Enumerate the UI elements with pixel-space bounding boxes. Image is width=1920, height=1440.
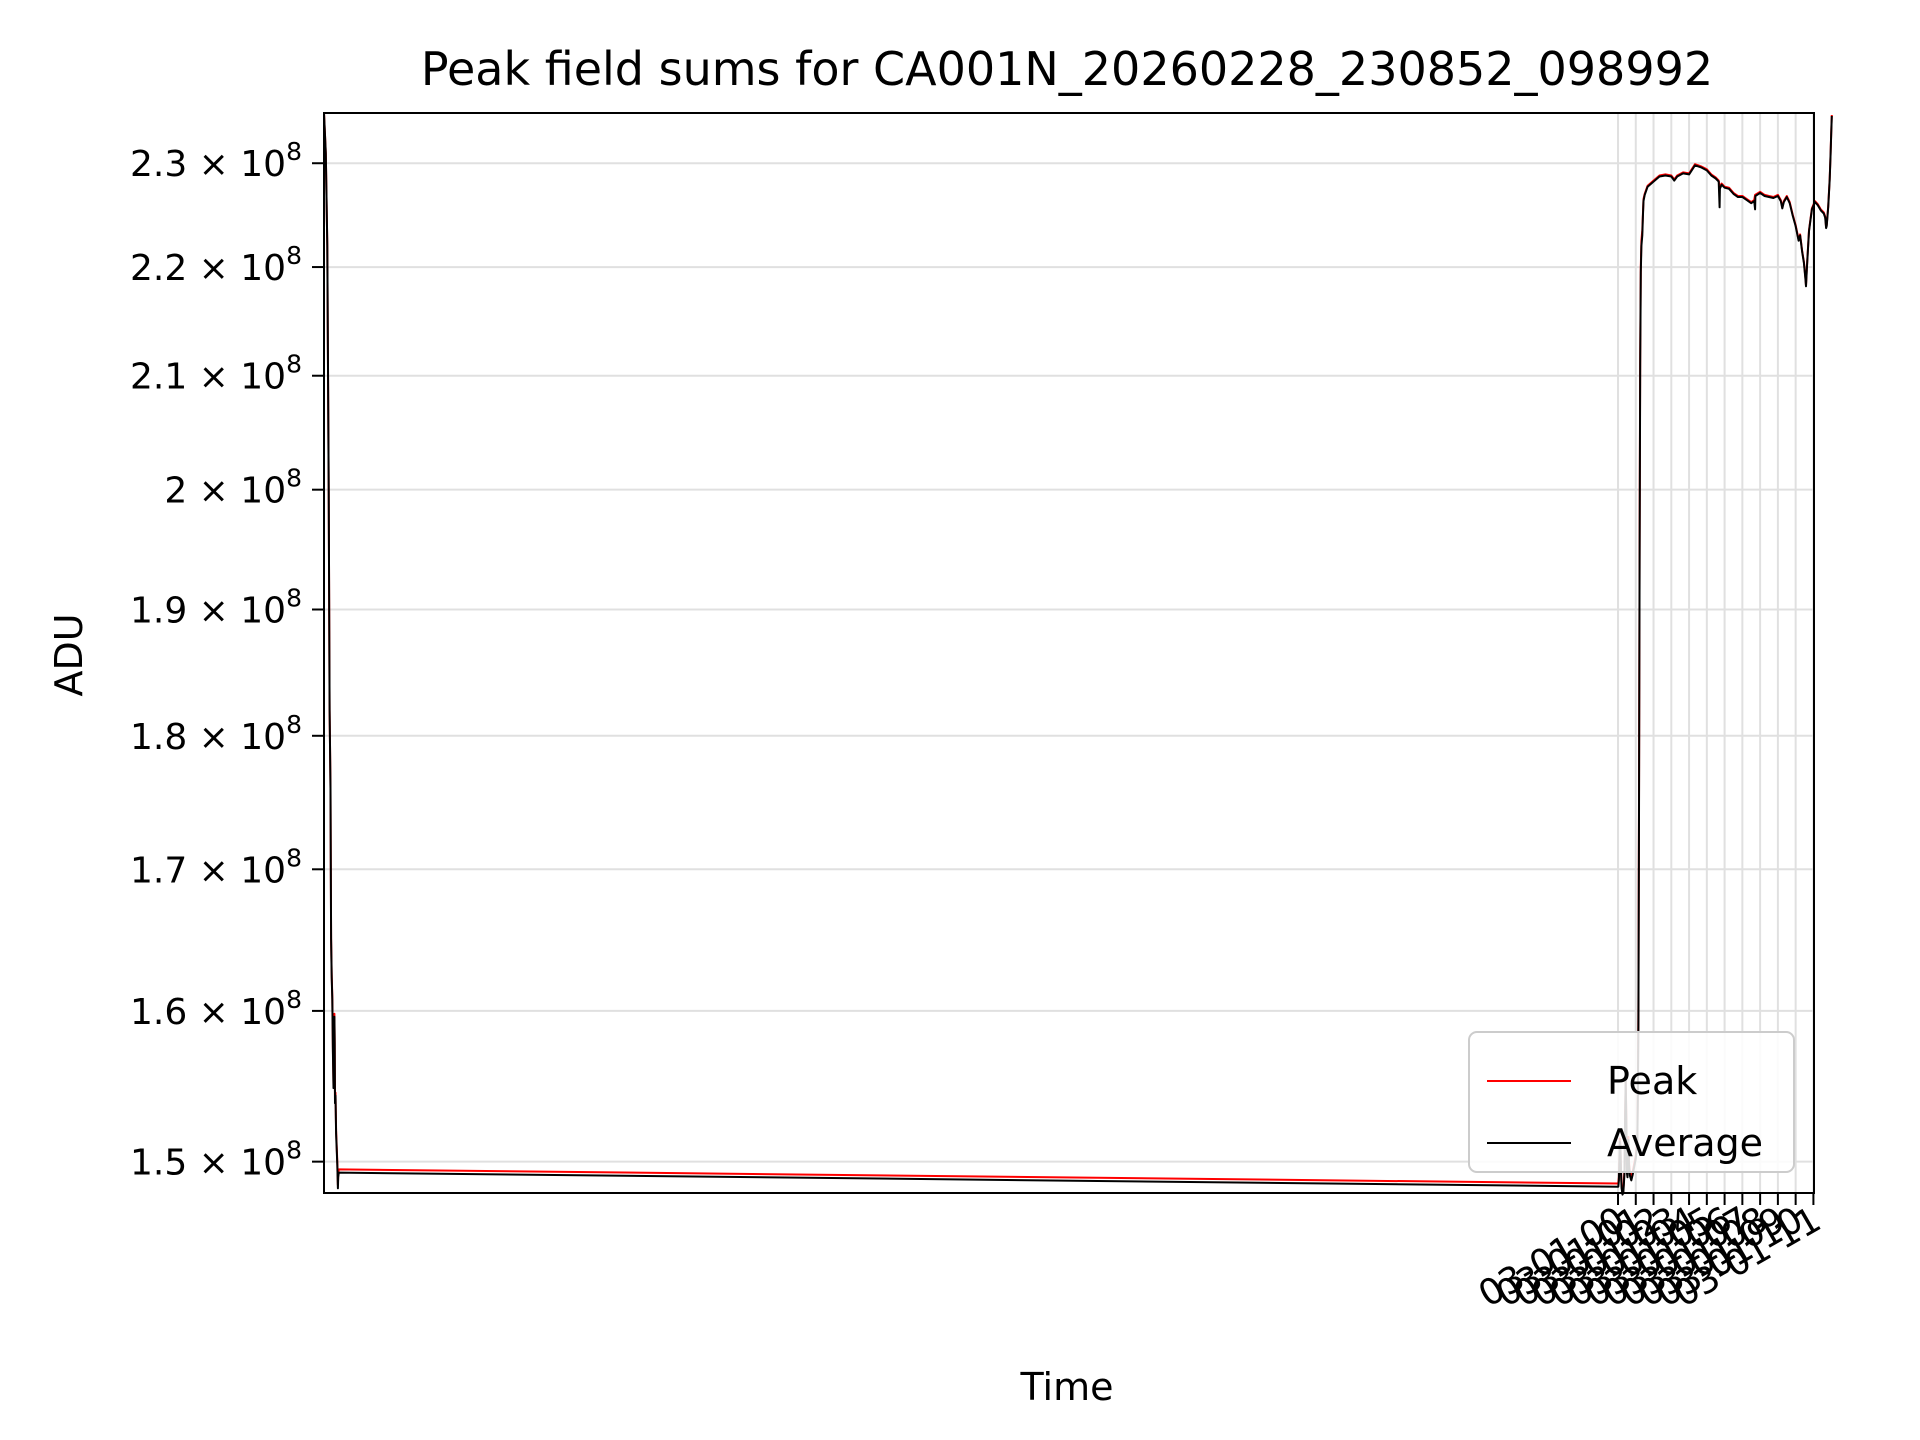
y-tick-label: 1.6 × 108 (130, 985, 302, 1033)
chart-title: Peak field sums for CA001N_20260228_2308… (421, 42, 1713, 96)
y-tick-label: 2.1 × 108 (130, 350, 302, 398)
legend-box (1468, 1031, 1795, 1173)
y-axis-label: ADU (47, 613, 91, 696)
y-tick-label: 2.3 × 108 (130, 137, 302, 185)
axes-frame (323, 112, 1815, 1194)
y-tick-label: 1.9 × 108 (130, 583, 302, 631)
grid (324, 113, 1815, 1193)
legend: Peak Average (1468, 1031, 1795, 1173)
y-tick-label: 2.2 × 108 (130, 241, 302, 289)
y-tick-label: 1.8 × 108 (130, 710, 302, 758)
series-line-average (323, 112, 1833, 1196)
y-tick-label: 1.5 × 108 (130, 1136, 302, 1184)
y-tick-label: 1.7 × 108 (130, 843, 302, 891)
y-tick-label: 2 × 108 (164, 464, 302, 512)
legend-label: Average (1607, 1121, 1763, 1165)
x-axis-label: Time (1020, 1365, 1114, 1409)
legend-label: Peak (1607, 1059, 1697, 1103)
plot-lines (323, 112, 1833, 1196)
